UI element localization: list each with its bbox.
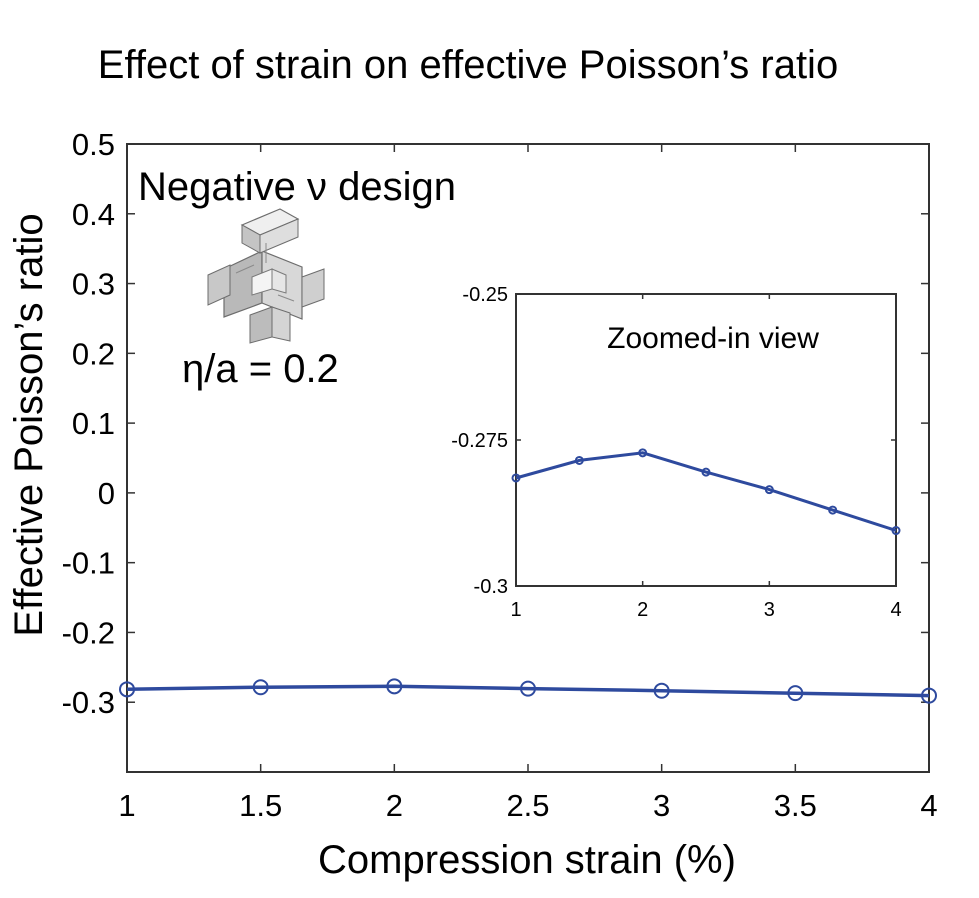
- inset-data-point: [638, 448, 648, 458]
- ratio-label: η/a = 0.2: [182, 347, 339, 391]
- inset-x-tick-label: 4: [890, 599, 901, 621]
- main-data-point: [921, 687, 937, 704]
- inset-data-point: [574, 455, 584, 465]
- main-y-tick-label: 0.2: [72, 336, 115, 371]
- inset-plot: Zoomed-in view 1 2 3 4 -0.25 -0.275 -0.3: [451, 284, 901, 621]
- inset-data-point: [891, 526, 901, 536]
- inset-data-point: [701, 467, 711, 477]
- inset-data-point: [511, 473, 521, 483]
- main-x-tick-label: 2.5: [506, 788, 549, 823]
- inset-y-tick-label: -0.275: [451, 430, 508, 452]
- main-y-tick-label: 0.5: [72, 127, 115, 162]
- main-x-tick-label: 4: [920, 788, 937, 823]
- x-axis-label: Compression strain (%): [318, 838, 736, 882]
- main-data-point: [520, 680, 536, 697]
- inset-data-point: [828, 505, 838, 515]
- main-x-tick-label: 1.5: [239, 788, 282, 823]
- main-series: [119, 678, 937, 704]
- main-y-tick-label: 0.4: [72, 197, 115, 232]
- main-data-point: [787, 685, 804, 702]
- inset-y-tick-label: -0.3: [474, 576, 508, 598]
- inset-x-tick-label: 2: [637, 599, 648, 621]
- y-axis-label: Effective Poisson’s ratio: [7, 213, 51, 636]
- inset-x-tick-label: 1: [510, 599, 521, 621]
- inset-y-tick-label: -0.25: [462, 284, 508, 306]
- main-data-point: [119, 681, 135, 698]
- chart-title: Effect of strain on effective Poisson’s …: [98, 43, 838, 87]
- main-plot: 1 1.5 2 2.5 3 3.5 4 0.5 0.4 0.3 0.2 0.1 0 -0.1 -0.2 -0…: [62, 127, 938, 823]
- main-x-tick-label: 3.5: [774, 788, 817, 823]
- main-x-tick-label: 1: [118, 788, 135, 823]
- inset-series-line: [515, 451, 897, 532]
- main-y-tick-label: 0: [98, 476, 115, 511]
- inset-series: [511, 448, 901, 536]
- main-data-point: [653, 682, 670, 699]
- inset-x-tick-label: 3: [764, 599, 775, 621]
- design-label: Negative ν design: [138, 165, 456, 209]
- inset-data-point: [764, 485, 774, 495]
- inset-x-ticks: 1 2 3 4: [510, 294, 902, 621]
- main-y-tick-label: -0.2: [62, 615, 115, 650]
- main-y-tick-label: 0.3: [72, 267, 115, 302]
- main-series-line: [126, 684, 930, 698]
- main-x-tick-label: 2: [386, 788, 403, 823]
- main-y-tick-label: -0.3: [62, 685, 115, 720]
- main-y-ticks: 0.5 0.4 0.3 0.2 0.1 0 -0.1 -0.2 -0.3: [62, 127, 929, 720]
- main-data-point: [386, 678, 403, 695]
- inset-y-ticks: -0.25 -0.275 -0.3: [451, 284, 896, 598]
- main-data-point: [252, 679, 269, 696]
- unit-cell-illustration: [207, 208, 325, 344]
- main-y-tick-label: -0.1: [62, 546, 115, 581]
- main-x-tick-label: 3: [653, 788, 670, 823]
- main-y-tick-label: 0.1: [72, 406, 115, 441]
- inset-title: Zoomed-in view: [607, 322, 819, 355]
- main-x-ticks: 1 1.5 2 2.5 3 3.5 4: [118, 144, 938, 823]
